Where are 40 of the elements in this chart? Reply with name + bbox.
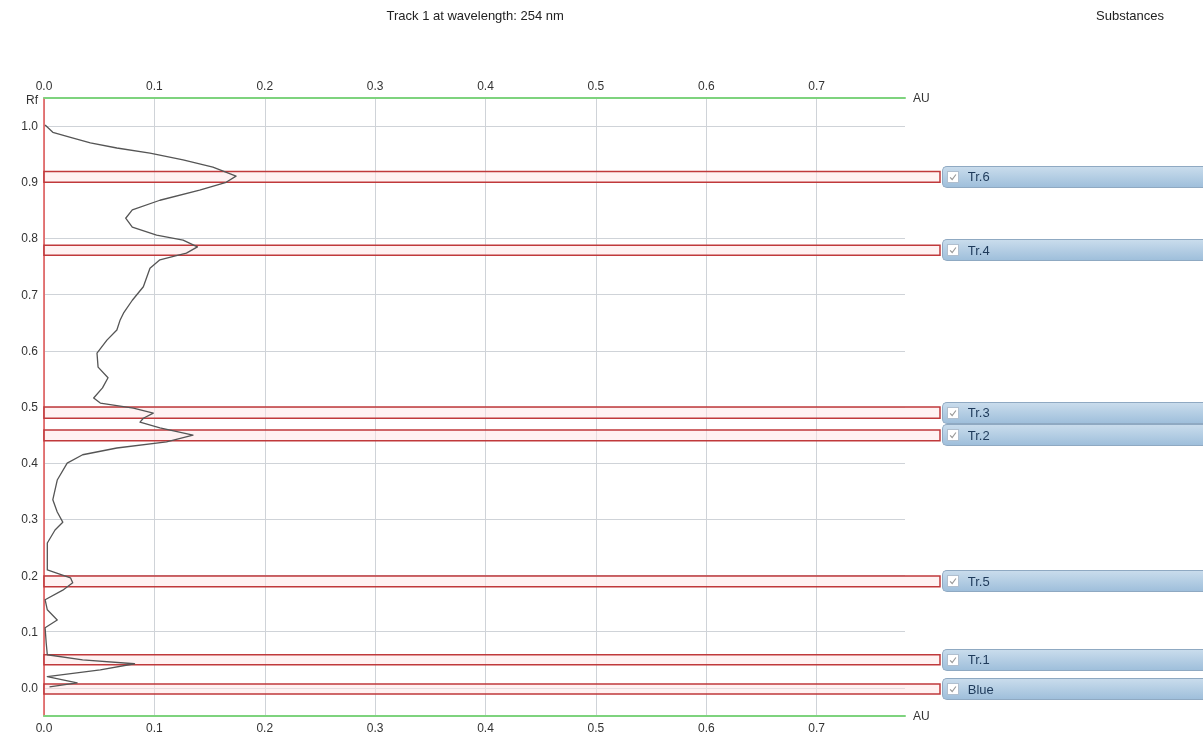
y-tick-label: 0.9 xyxy=(21,175,39,190)
x2-axis-title: AU xyxy=(913,91,930,105)
band-label: Blue xyxy=(967,681,994,697)
y-axis-title: Rf xyxy=(26,93,39,107)
y-tick-label: 0.7 xyxy=(21,287,39,302)
x2-tick-label: 0.3 xyxy=(366,79,384,93)
band-label: Tr.4 xyxy=(967,242,990,258)
x2-tick-label: 0.0 xyxy=(35,79,53,93)
band-label: Tr.3 xyxy=(967,405,990,421)
y-tick-label: 1.0 xyxy=(21,119,39,134)
band-label: Tr.6 xyxy=(967,169,990,185)
x-tick-label: 0.6 xyxy=(697,721,715,735)
x2-tick-label: 0.5 xyxy=(587,79,605,93)
y-tick-label: 0.1 xyxy=(21,624,39,639)
x2-tick-label: 0.4 xyxy=(477,79,495,93)
x-axis-title: AU xyxy=(913,709,930,723)
x-tick-label: 0.0 xyxy=(35,721,53,735)
x2-tick-label: 0.7 xyxy=(808,79,826,93)
y-tick-label: 0.5 xyxy=(21,400,39,414)
x-tick-label: 0.2 xyxy=(256,721,274,735)
band-label: Tr.2 xyxy=(967,427,990,443)
x-tick-label: 0.1 xyxy=(146,721,164,735)
x-tick-label: 0.5 xyxy=(587,721,605,735)
x2-tick-label: 0.1 xyxy=(146,79,164,93)
chart-title: Track 1 at wavelength: 254 nm xyxy=(386,8,564,23)
y-tick-label: 0.6 xyxy=(21,343,39,358)
x-tick-label: 0.3 xyxy=(366,721,384,735)
text: Substances xyxy=(1096,8,1164,23)
y-tick-label: 0.0 xyxy=(21,680,39,695)
x-tick-label: 0.7 xyxy=(808,721,826,735)
x2-tick-label: 0.6 xyxy=(697,79,715,93)
y-tick-label: 0.3 xyxy=(21,512,39,527)
line-series xyxy=(44,124,237,688)
band-label: Tr.5 xyxy=(967,573,990,589)
band-label: Tr.1 xyxy=(967,652,990,668)
y-tick-label: 0.2 xyxy=(21,568,39,583)
x2-tick-label: 0.2 xyxy=(256,79,274,93)
y-tick-label: 0.4 xyxy=(21,456,39,471)
y-tick-label: 0.8 xyxy=(21,231,39,246)
x-tick-label: 0.4 xyxy=(477,721,495,735)
